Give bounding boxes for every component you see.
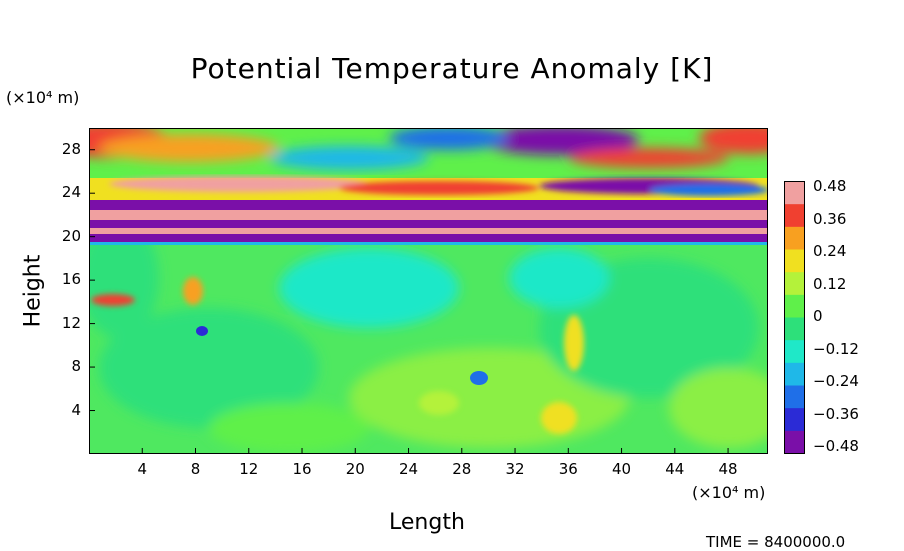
colorbar-segment xyxy=(784,272,805,296)
x-tick-label: 28 xyxy=(452,460,472,478)
x-tick-label: 16 xyxy=(292,460,312,478)
colorbar-segment xyxy=(784,408,805,432)
colorbar xyxy=(784,181,805,454)
y-tick-label: 20 xyxy=(61,226,81,245)
colorbar-tick-label: −0.12 xyxy=(813,339,859,358)
x-axis-unit: (×10⁴ m) xyxy=(692,483,766,502)
colorbar-segment xyxy=(784,294,805,318)
colorbar-tick-label: 0.36 xyxy=(813,209,847,228)
upper-layer xyxy=(89,128,768,245)
colorbar-tick-label: 0.48 xyxy=(813,177,847,195)
chart-title: Potential Temperature Anomaly [K] xyxy=(190,52,714,85)
y-tick-label: 24 xyxy=(61,183,81,202)
y-tick-label: 8 xyxy=(71,357,81,376)
colorbar-segment xyxy=(784,385,805,409)
colorbar-segment xyxy=(784,430,805,454)
x-tick-label: 8 xyxy=(190,460,201,478)
x-tick-label: 24 xyxy=(398,460,419,478)
time-stamp: TIME = 8400000.0 xyxy=(706,533,846,551)
x-tick-label: 4 xyxy=(137,460,148,478)
x-tick-label: 40 xyxy=(612,460,632,478)
x-tick-label: 20 xyxy=(345,460,365,478)
x-tick-label: 32 xyxy=(505,460,525,478)
colorbar-segment xyxy=(784,317,805,341)
colorbar-segment xyxy=(784,249,805,273)
colorbar-tick-label: 0.12 xyxy=(813,274,847,293)
y-tick-label: 28 xyxy=(61,139,81,158)
y-tick-label: 12 xyxy=(61,313,81,332)
y-tick-label: 16 xyxy=(61,270,81,289)
y-tick-label: 4 xyxy=(71,400,81,419)
colorbar-tick-label: −0.48 xyxy=(813,437,859,455)
colorbar-segment xyxy=(784,362,805,386)
colorbar-segment xyxy=(784,204,805,228)
colorbar-segment xyxy=(784,340,805,364)
y-axis-unit: (×10⁴ m) xyxy=(6,88,80,107)
colorbar-segment xyxy=(784,181,805,205)
heatmap-plot-area xyxy=(89,128,768,454)
x-tick-label: 36 xyxy=(558,460,578,478)
colorbar-segment xyxy=(784,226,805,250)
x-tick-label: 48 xyxy=(718,460,738,478)
colorbar-tick-label: 0.24 xyxy=(813,242,847,260)
colorbar-tick-label: −0.36 xyxy=(813,404,859,423)
lower-features xyxy=(91,277,584,434)
x-axis-label: Length xyxy=(389,510,465,535)
colorbar-tick-label: −0.24 xyxy=(813,372,859,390)
x-tick-label: 12 xyxy=(239,460,259,478)
x-tick-label: 44 xyxy=(665,460,685,478)
colorbar-tick-label: 0 xyxy=(813,307,823,325)
